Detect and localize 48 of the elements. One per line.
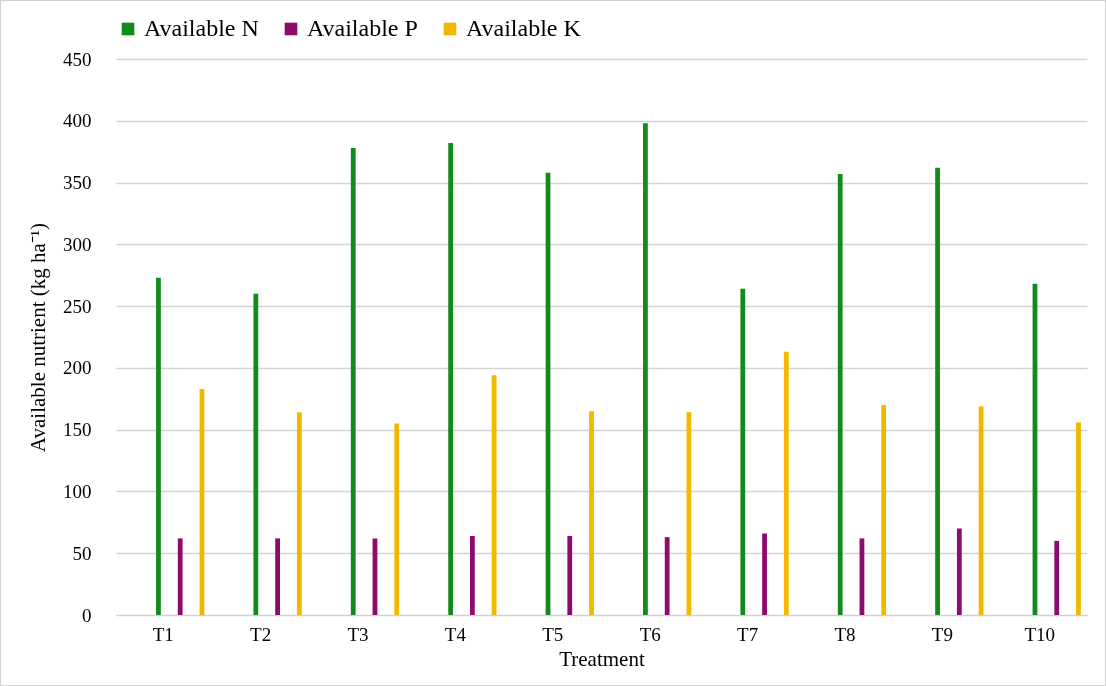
x-tick-label: T7 bbox=[737, 623, 759, 645]
bar bbox=[589, 411, 594, 615]
x-tick-label: T5 bbox=[542, 623, 564, 645]
y-axis-title: Available nutrient (kg ha⁻¹) bbox=[26, 222, 50, 453]
x-tick-label: T6 bbox=[639, 623, 661, 645]
bar bbox=[935, 167, 940, 615]
y-tick-label: 100 bbox=[63, 480, 92, 502]
bar bbox=[881, 404, 887, 615]
y-tick-label: 50 bbox=[72, 542, 92, 564]
bar bbox=[350, 147, 356, 615]
bar bbox=[783, 351, 789, 615]
y-tick-label: 0 bbox=[82, 604, 92, 626]
x-tick-label: T8 bbox=[834, 623, 856, 645]
bar bbox=[469, 535, 475, 615]
bar bbox=[664, 537, 670, 615]
bar bbox=[740, 288, 746, 615]
y-tick-label: 350 bbox=[63, 172, 92, 194]
bar bbox=[643, 123, 648, 615]
bar bbox=[956, 528, 962, 615]
bar bbox=[275, 538, 280, 615]
y-tick-label: 200 bbox=[63, 357, 92, 379]
y-tick-label: 300 bbox=[63, 233, 92, 255]
legend-label: Available N bbox=[144, 15, 259, 41]
bar bbox=[491, 375, 497, 615]
bar bbox=[253, 293, 259, 615]
bar bbox=[567, 535, 573, 615]
y-tick-label: 250 bbox=[63, 295, 92, 317]
legend-label: Available P bbox=[307, 15, 418, 41]
x-axis-title: Treatment bbox=[559, 646, 645, 671]
bar bbox=[837, 173, 843, 615]
y-tick-label: 450 bbox=[63, 48, 92, 70]
y-tick-label: 400 bbox=[63, 110, 92, 132]
bar bbox=[1054, 540, 1060, 615]
x-tick-label: T9 bbox=[931, 623, 953, 645]
x-tick-label: T10 bbox=[1024, 623, 1056, 645]
legend-label: Available K bbox=[466, 15, 582, 41]
y-tick-label: 150 bbox=[63, 419, 92, 441]
bar bbox=[394, 423, 400, 615]
x-tick-label: T4 bbox=[444, 623, 467, 645]
bar bbox=[1076, 422, 1081, 615]
bar bbox=[296, 412, 302, 615]
x-tick-label: T2 bbox=[250, 623, 272, 645]
x-tick-label: T1 bbox=[152, 623, 174, 645]
bar bbox=[762, 533, 767, 615]
bar bbox=[177, 538, 183, 615]
bar bbox=[448, 143, 454, 615]
bar bbox=[156, 277, 161, 615]
x-tick-label: T3 bbox=[347, 623, 369, 645]
